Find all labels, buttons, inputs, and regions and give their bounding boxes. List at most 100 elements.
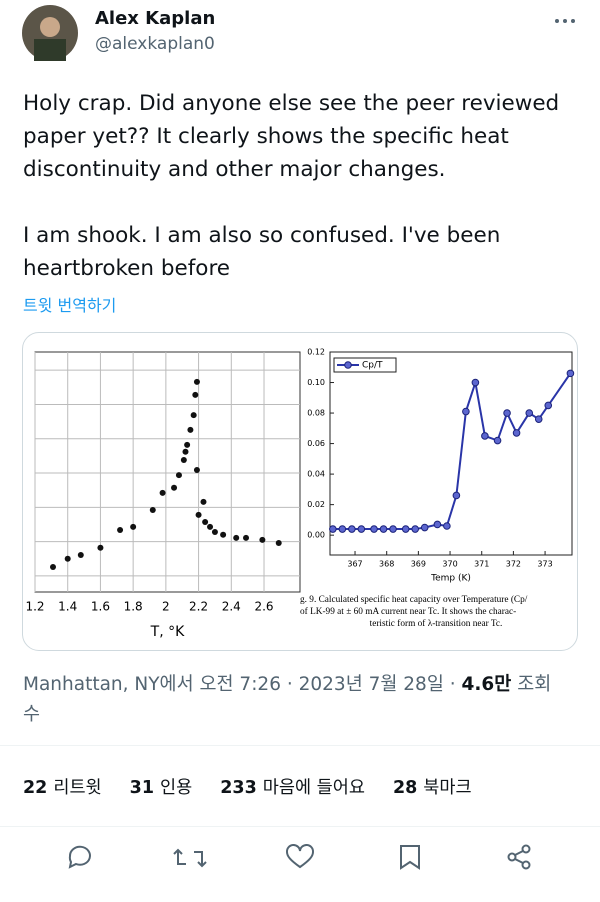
point (195, 511, 202, 518)
like-button[interactable] (286, 844, 314, 869)
point (220, 531, 227, 538)
point (338, 525, 347, 533)
point (401, 525, 410, 533)
stat[interactable]: 22 리트윗 (23, 774, 102, 799)
y-tick-label: 0.10 (307, 378, 325, 387)
point (329, 525, 337, 533)
author-name[interactable]: Alex Kaplan (95, 8, 216, 29)
stat[interactable]: 28 북마크 (393, 774, 472, 799)
chart-right: 0.00 0.02 0.04 0.06 0.08 0.10 0.12 367 368 369 370… (300, 348, 575, 629)
views-label: 조회수 (23, 674, 552, 725)
x-tick-label: 1.4 (58, 600, 77, 614)
divider (0, 745, 600, 746)
point (443, 522, 451, 530)
point (452, 491, 461, 500)
point (149, 507, 156, 514)
point (544, 401, 553, 410)
x-tick-label: 368 (379, 560, 394, 569)
point (207, 523, 214, 530)
legend-marker (344, 361, 352, 369)
retweet-button[interactable] (173, 848, 207, 868)
point (192, 391, 199, 398)
divider (0, 826, 600, 827)
y-tick-label: 0.02 (307, 500, 325, 509)
reply-button[interactable] (68, 845, 91, 869)
point (503, 409, 511, 417)
point (433, 520, 442, 529)
point (389, 525, 397, 533)
x-tick-label: 1.2 (25, 600, 44, 614)
point (159, 489, 166, 496)
point (184, 441, 191, 448)
plot-area (34, 351, 301, 593)
x-tick-label: 1.8 (124, 600, 143, 614)
point (348, 525, 356, 533)
x-tick-label: 370 (442, 560, 457, 569)
y-tick-label: 0.12 (307, 348, 325, 357)
y-tick-label: 0.00 (307, 531, 325, 540)
x-tick-label: 2.4 (222, 600, 241, 614)
handle[interactable]: @alexkaplan0 (95, 34, 215, 54)
point (211, 529, 218, 535)
point (525, 409, 534, 417)
point (202, 519, 209, 526)
stat-count: 31 (129, 778, 155, 798)
point (182, 448, 189, 455)
tweet-text: Holy crap. Did anyone else see the peer … (23, 87, 583, 318)
x-tick-label: 371 (474, 560, 489, 569)
caption-line: g. 9. Calculated specific heat capacity … (300, 594, 528, 605)
point (493, 436, 502, 445)
legend-label: Cp/T (362, 361, 383, 371)
point (187, 426, 194, 433)
stat-label: 인용 (160, 778, 193, 798)
point (130, 523, 137, 530)
translate-link[interactable]: 트윗 번역하기 (23, 296, 117, 315)
point (243, 534, 250, 541)
paragraph: Holy crap. Did anyone else see the peer … (23, 91, 560, 182)
tweet-image[interactable]: 1.2 1.4 1.6 1.8 2 2.2 2.4 2.6 T, °K 0.00 0.02 0.04… (22, 332, 578, 651)
point (471, 378, 480, 387)
stat[interactable]: 233 마음에 들어요 (220, 774, 365, 799)
bookmark-button[interactable] (400, 845, 420, 870)
point (97, 544, 104, 551)
paragraph: I am shook. I am also so confused. I've … (23, 223, 501, 281)
point (180, 457, 187, 463)
point (190, 412, 197, 419)
point (175, 472, 182, 479)
stats: 22 리트윗 31 인용 233 마음에 들어요 28 북마크 (23, 774, 472, 799)
x-tick-label: 1.6 (91, 600, 110, 614)
stat-label: 북마크 (423, 778, 472, 798)
x-tick-label: 2.2 (189, 600, 208, 614)
point (77, 551, 84, 558)
more-button[interactable] (552, 14, 578, 28)
plot-area (329, 351, 573, 556)
chart-left: 1.2 1.4 1.6 1.8 2 2.2 2.4 2.6 T, °K (25, 351, 301, 640)
stat[interactable]: 31 인용 (130, 774, 193, 799)
stat-label: 마음에 들어요 (262, 778, 365, 798)
point (117, 526, 124, 533)
legend-box (333, 357, 397, 373)
point (379, 525, 388, 533)
stat-count: 233 (220, 778, 257, 798)
point (49, 563, 56, 570)
time[interactable]: 오전 7:26 (199, 674, 281, 695)
date[interactable]: 2023년 7월 28일 (298, 674, 444, 695)
tweet-meta: Manhattan, NY에서 오전 7:26 · 2023년 7월 28일 ·… (23, 674, 552, 725)
point (481, 432, 489, 440)
caption-line: of LK-99 at ± 60 mA current near Tc. It … (300, 606, 516, 617)
x-tick-label: 373 (537, 560, 552, 569)
x-tick-label: 372 (506, 560, 521, 569)
point (64, 555, 71, 562)
point (193, 378, 200, 385)
x-tick-label: 2.6 (254, 600, 273, 614)
x-tick-label: 367 (347, 560, 362, 569)
share-button[interactable] (507, 844, 531, 870)
avatar[interactable] (22, 5, 78, 61)
point (534, 415, 543, 423)
place: Manhattan, NY에서 (23, 674, 194, 695)
views: 4.6만 (461, 674, 512, 695)
stat-label: 리트윗 (53, 778, 102, 798)
x-axis-label: T, °K (150, 624, 185, 640)
point (357, 525, 366, 533)
